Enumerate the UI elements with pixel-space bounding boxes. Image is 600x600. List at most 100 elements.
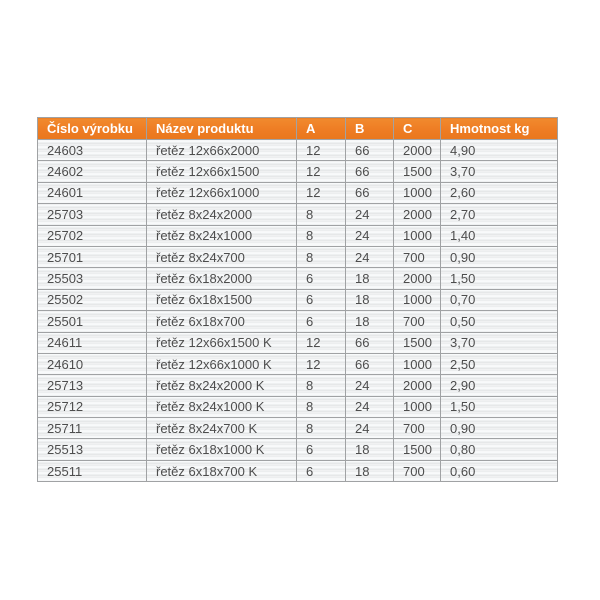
table-cell: 24	[345, 203, 394, 226]
table-cell: 1,50	[440, 395, 558, 419]
table-cell: řetěz 12x66x2000	[146, 138, 297, 162]
table-cell: 8	[296, 245, 346, 269]
table-cell: řetěz 8x24x1000 K	[146, 395, 297, 419]
table-cell: 0,90	[440, 245, 558, 269]
table-cell: řetěz 8x24x2000 K	[146, 374, 297, 397]
table-cell: 24601	[37, 181, 147, 205]
table-cell: řetěz 6x18x1000 K	[146, 438, 297, 461]
table-cell: 25501	[37, 310, 147, 333]
table-cell: 24	[345, 224, 394, 247]
table-cell: 0,70	[440, 288, 558, 312]
col-header-product-number: Číslo výrobku	[37, 117, 147, 140]
table-cell: 8	[296, 374, 346, 397]
table-cell: řetěz 12x66x1500 K	[146, 331, 297, 354]
table-cell: 24	[345, 395, 394, 419]
table-cell: 6	[296, 267, 346, 290]
table-cell: 2000	[393, 374, 441, 397]
table-cell: 0,60	[440, 459, 558, 483]
table-cell: 18	[345, 310, 394, 333]
table-cell: 1000	[393, 181, 441, 205]
table-cell: 3,70	[440, 160, 558, 183]
table-cell: 1500	[393, 331, 441, 354]
table-cell: 8	[296, 224, 346, 247]
table-cell: 8	[296, 395, 346, 419]
col-header-b: B	[345, 117, 394, 140]
table-cell: 1500	[393, 438, 441, 461]
table-cell: 66	[345, 160, 394, 183]
table-cell: řetěz 8x24x1000	[146, 224, 297, 247]
table-cell: 700	[393, 417, 441, 440]
table-cell: 25513	[37, 438, 147, 461]
table-cell: 24	[345, 245, 394, 269]
table-cell: 25503	[37, 267, 147, 290]
table-cell: řetěz 6x18x1500	[146, 288, 297, 312]
table-cell: 1,40	[440, 224, 558, 247]
table-cell: 3,70	[440, 331, 558, 354]
table-cell: řetěz 8x24x700	[146, 245, 297, 269]
table-cell: 1000	[393, 288, 441, 312]
table-cell: 6	[296, 288, 346, 312]
table-cell: 1,50	[440, 267, 558, 290]
product-spec-table: Číslo výrobku Název produktu A B C Hmotn…	[37, 117, 558, 483]
table-row: 24611 řetěz 12x66x1500 K 12 66 1500 3,70	[37, 331, 558, 354]
table-row: 25711 řetěz 8x24x700 K 8 24 700 0,90	[37, 417, 558, 440]
table-cell: 12	[296, 331, 346, 354]
table-cell: 2,90	[440, 374, 558, 397]
table-cell: 12	[296, 160, 346, 183]
table-row: 25501 řetěz 6x18x700 6 18 700 0,50	[37, 310, 558, 333]
table-row: 25511 řetěz 6x18x700 K 6 18 700 0,60	[37, 459, 558, 483]
table-cell: 2,50	[440, 352, 558, 376]
table-cell: řetěz 12x66x1000	[146, 181, 297, 205]
table-cell: 12	[296, 138, 346, 162]
table-cell: 18	[345, 438, 394, 461]
table-cell: 12	[296, 352, 346, 376]
table-cell: 25702	[37, 224, 147, 247]
table-cell: řetěz 8x24x700 K	[146, 417, 297, 440]
table-row: 25702 řetěz 8x24x1000 8 24 1000 1,40	[37, 224, 558, 247]
table-cell: 25703	[37, 203, 147, 226]
table-cell: 24611	[37, 331, 147, 354]
table-row: 25502 řetěz 6x18x1500 6 18 1000 0,70	[37, 288, 558, 312]
table-cell: 24602	[37, 160, 147, 183]
table-header-row: Číslo výrobku Název produktu A B C Hmotn…	[37, 117, 558, 140]
table-cell: 66	[345, 181, 394, 205]
table-row: 25513 řetěz 6x18x1000 K 6 18 1500 0,80	[37, 438, 558, 461]
table-cell: 25711	[37, 417, 147, 440]
table-cell: 25701	[37, 245, 147, 269]
table-cell: řetěz 6x18x700 K	[146, 459, 297, 483]
table-cell: 0,80	[440, 438, 558, 461]
col-header-c: C	[393, 117, 441, 140]
table-cell: 0,90	[440, 417, 558, 440]
table-row: 24610 řetěz 12x66x1000 K 12 66 1000 2,50	[37, 352, 558, 376]
table-cell: 6	[296, 310, 346, 333]
table-row: 25713 řetěz 8x24x2000 K 8 24 2000 2,90	[37, 374, 558, 397]
table-cell: řetěz 12x66x1000 K	[146, 352, 297, 376]
table-cell: 24610	[37, 352, 147, 376]
table-cell: 8	[296, 203, 346, 226]
table-cell: 700	[393, 459, 441, 483]
table-cell: 12	[296, 181, 346, 205]
table-row: 24603 řetěz 12x66x2000 12 66 2000 4,90	[37, 138, 558, 162]
table-cell: 6	[296, 438, 346, 461]
table-cell: 66	[345, 138, 394, 162]
table-cell: 1000	[393, 352, 441, 376]
table-cell: 4,90	[440, 138, 558, 162]
table-cell: 8	[296, 417, 346, 440]
table-cell: 2000	[393, 267, 441, 290]
table-row: 25503 řetěz 6x18x2000 6 18 2000 1,50	[37, 267, 558, 290]
table-cell: 25511	[37, 459, 147, 483]
table-row: 25701 řetěz 8x24x700 8 24 700 0,90	[37, 245, 558, 269]
table-cell: 24	[345, 417, 394, 440]
table-cell: 66	[345, 352, 394, 376]
table-cell: řetěz 12x66x1500	[146, 160, 297, 183]
table-cell: řetěz 8x24x2000	[146, 203, 297, 226]
table-cell: 24603	[37, 138, 147, 162]
table-row: 25712 řetěz 8x24x1000 K 8 24 1000 1,50	[37, 395, 558, 419]
col-header-product-name: Název produktu	[146, 117, 297, 140]
table-cell: 66	[345, 331, 394, 354]
table-cell: 18	[345, 288, 394, 312]
table-cell: 25713	[37, 374, 147, 397]
table-row: 24602 řetěz 12x66x1500 12 66 1500 3,70	[37, 160, 558, 183]
table-cell: 25502	[37, 288, 147, 312]
